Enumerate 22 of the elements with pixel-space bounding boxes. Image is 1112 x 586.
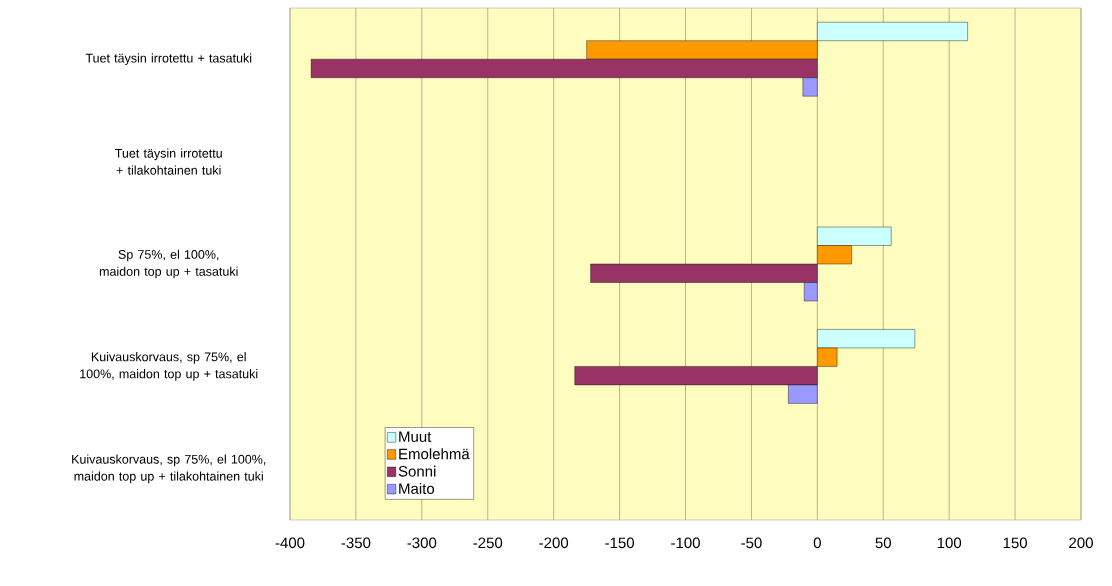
x-tick-label: -100 <box>671 537 700 549</box>
y-tick-label: Tuet täysin irrotettu + tasatuki <box>85 53 252 66</box>
x-tick-label: 50 <box>875 537 891 549</box>
legend-label: Muut <box>399 431 432 442</box>
x-tick-label: 100 <box>937 537 962 549</box>
y-tick-label: Kuivauskorvaus, sp 75%, el 100%, maidon top up + tilakohtainen tuki <box>72 454 266 484</box>
x-tick-label: -300 <box>407 537 437 549</box>
legend-label: Maito <box>399 482 435 494</box>
x-tick-label: -350 <box>341 537 371 549</box>
x-tick-label: -200 <box>539 537 569 549</box>
y-tick-label: Sp 75%, el 100%, maidon top up + tasatuki <box>99 249 238 279</box>
x-tick-label: 0 <box>813 537 821 549</box>
x-tick-label: 200 <box>1069 537 1093 549</box>
x-tick-label: -150 <box>605 537 634 549</box>
legend-label: Emolehmä <box>399 448 470 460</box>
y-tick-label: Tuet täysin irrotettu + tilakohtainen tuki <box>115 148 222 175</box>
x-tick-label: 150 <box>1003 537 1028 549</box>
x-tick-label: -400 <box>275 537 305 549</box>
legend-label: Sonni <box>398 465 436 477</box>
y-tick-label: Kuivauskorvaus, sp 75%, el 100%, maidon top up + tasatuki <box>80 352 258 381</box>
x-tick-label: -250 <box>473 537 503 549</box>
x-tick-label: -50 <box>741 537 762 549</box>
